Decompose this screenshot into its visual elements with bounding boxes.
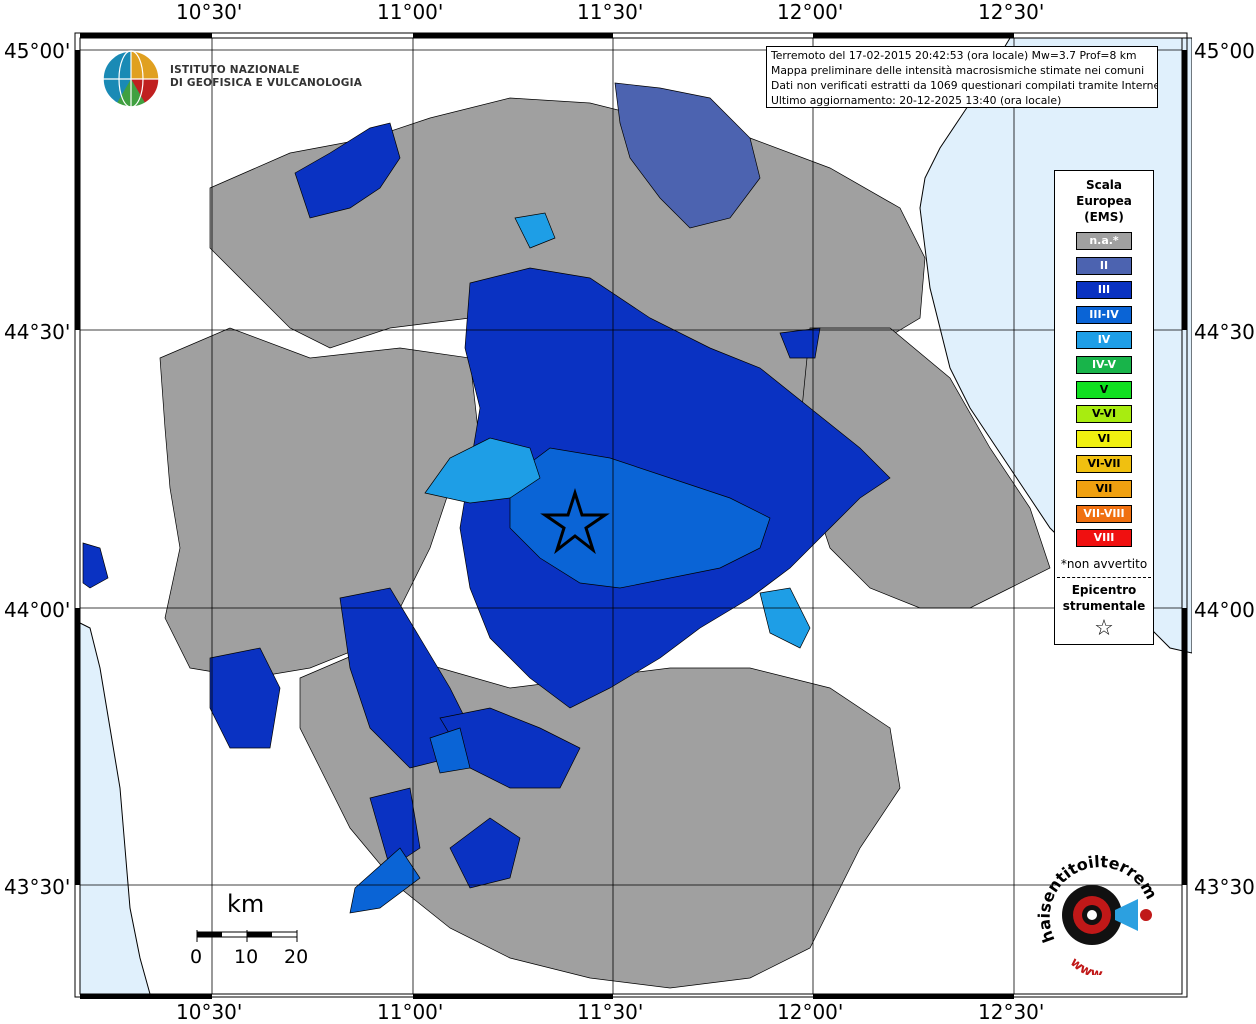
ingv-globe-icon bbox=[102, 50, 160, 108]
legend-item: VII bbox=[1076, 479, 1132, 498]
legend-items: n.a.* II III III-IV IV IV-V V V-VI VI VI-VII VII VI… bbox=[1055, 231, 1153, 548]
area-iii-iv bbox=[509, 447, 771, 589]
area-iii-s2 bbox=[439, 707, 581, 789]
legend-item: III bbox=[1076, 281, 1132, 300]
lon-label-top: 12°00' bbox=[777, 0, 844, 24]
info-line: Ultimo aggiornamento: 20-12-2025 13:40 (… bbox=[771, 94, 1062, 107]
ingv-logo bbox=[100, 48, 330, 110]
lon-label-bottom: 12°00' bbox=[777, 1000, 844, 1024]
lon-label-top: 11°30' bbox=[577, 0, 644, 24]
ems-legend: Scala Europea (EMS) n.a.* II III III-IV IV IV… bbox=[1054, 170, 1154, 645]
legend-title-line: (EMS) bbox=[1084, 210, 1124, 224]
area-ii bbox=[614, 82, 761, 229]
map-border bbox=[74, 32, 1188, 999]
intensity-map bbox=[70, 28, 1192, 1002]
legend-star-icon: ☆ bbox=[1094, 616, 1114, 642]
lat-label-left: 45°00' bbox=[4, 39, 71, 63]
legend-item: V-VI bbox=[1076, 405, 1132, 424]
legend-title-line: Europea bbox=[1076, 194, 1132, 208]
scale-tick-label: 0 bbox=[190, 946, 203, 968]
area-iv-w bbox=[424, 437, 541, 504]
lon-label-bottom: 11°00' bbox=[377, 1000, 444, 1024]
info-line: Terremoto del 17-02-2015 20:42:53 (ora l… bbox=[771, 49, 1137, 62]
lon-label-top: 12°30' bbox=[978, 0, 1045, 24]
lon-label-bottom: 12°30' bbox=[978, 1000, 1045, 1024]
area-iii-nw bbox=[294, 122, 401, 219]
area-iii-west-edge bbox=[82, 542, 109, 589]
ingv-logo-text: ISTITUTO NAZIONALE DI GEOFISICA E VULCAN… bbox=[170, 64, 362, 90]
haisentito-logo-prefix: www. bbox=[1067, 955, 1106, 983]
lon-label-top: 10°30' bbox=[176, 0, 243, 24]
area-iii-s4 bbox=[449, 817, 521, 889]
area-iii-iv-sw bbox=[349, 847, 421, 914]
legend-item: VI bbox=[1076, 430, 1132, 449]
lat-label-left: 43°30' bbox=[4, 875, 71, 899]
lat-label-left: 44°00' bbox=[4, 598, 71, 622]
area-iii-s3 bbox=[369, 787, 421, 869]
legend-item: IV bbox=[1076, 330, 1132, 349]
lat-label-right: 43°30' bbox=[1194, 875, 1256, 899]
area-iii-iv-s bbox=[429, 727, 471, 774]
lat-label-right: 44°00' bbox=[1194, 598, 1256, 622]
lat-label-right: 44°30' bbox=[1194, 320, 1256, 344]
earthquake-info-box: Terremoto del 17-02-2015 20:42:53 (ora l… bbox=[766, 46, 1158, 108]
lat-label-right: 45°00' bbox=[1194, 39, 1256, 63]
info-line: Mappa preliminare delle intensità macros… bbox=[771, 64, 1145, 77]
lon-label-bottom: 10°30' bbox=[176, 1000, 243, 1024]
scale-bar: km 0 10 20 bbox=[190, 890, 320, 970]
lat-label-left: 44°30' bbox=[4, 320, 71, 344]
area-iii-sw bbox=[209, 647, 281, 749]
legend-separator bbox=[1057, 577, 1151, 579]
legend-item: VI-VII bbox=[1076, 454, 1132, 473]
info-line: Dati non verificati estratti da 1069 que… bbox=[771, 79, 1158, 92]
legend-epicenter-line: strumentale bbox=[1062, 599, 1146, 614]
area-iv-se bbox=[759, 587, 811, 649]
scale-unit: km bbox=[227, 890, 265, 918]
area-iv-n bbox=[514, 212, 556, 249]
municipalities-intensity bbox=[82, 82, 891, 914]
scale-tick-label: 20 bbox=[284, 946, 309, 968]
legend-item: n.a.* bbox=[1076, 231, 1132, 250]
legend-item: IV-V bbox=[1076, 355, 1132, 374]
legend-item: III-IV bbox=[1076, 306, 1132, 325]
ingv-text-line2: DI GEOFISICA E VULCANOLOGIA bbox=[170, 77, 363, 89]
legend-item: VIII bbox=[1076, 529, 1132, 548]
legend-epicenter-line: Epicentro bbox=[1071, 583, 1137, 598]
legend-item: V bbox=[1076, 380, 1132, 399]
scale-tick-label: 10 bbox=[234, 946, 259, 968]
lon-label-top: 11°00' bbox=[377, 0, 444, 24]
svg-text:www.: www. bbox=[1067, 955, 1106, 975]
legend-epicenter-label: Epicentro strumentale bbox=[1055, 582, 1153, 614]
lon-label-bottom: 11°30' bbox=[577, 1000, 644, 1024]
legend-title: Scala Europea (EMS) bbox=[1055, 177, 1153, 225]
haisentito-logo: haisentitoilterremoto.it www. bbox=[1025, 840, 1170, 983]
legend-item: II bbox=[1076, 256, 1132, 275]
epicenter-star-icon bbox=[540, 488, 610, 555]
legend-title-line: Scala bbox=[1085, 178, 1123, 192]
legend-note: *non avvertito bbox=[1060, 557, 1148, 572]
legend-item: VII-VIII bbox=[1076, 504, 1132, 523]
ingv-text-line1: ISTITUTO NAZIONALE bbox=[170, 64, 300, 76]
scale-bar-graphic bbox=[196, 930, 298, 942]
haisentito-logo-icon: haisentitoilterremoto.it www. bbox=[1025, 840, 1162, 983]
